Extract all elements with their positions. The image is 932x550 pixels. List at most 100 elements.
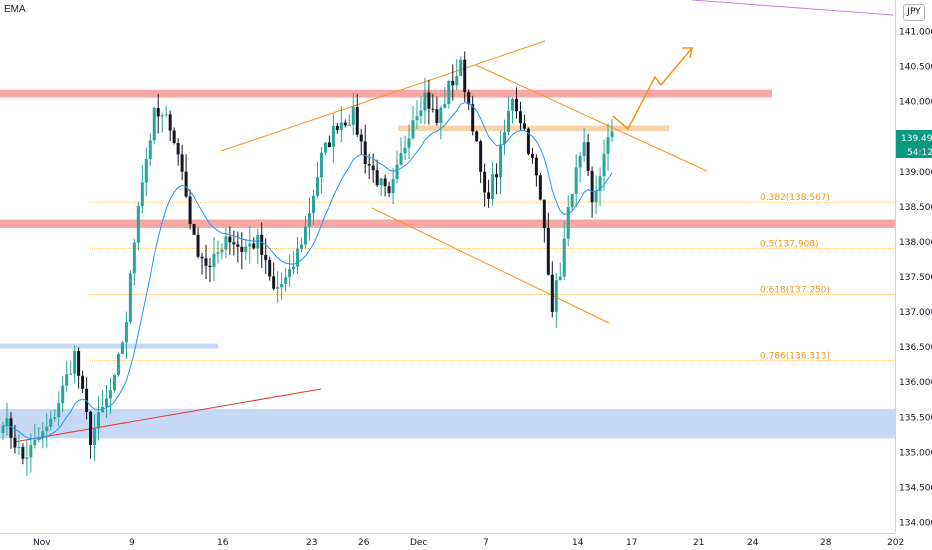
zone-support[interactable] bbox=[0, 343, 218, 349]
trendline-rising-red[interactable] bbox=[13, 388, 322, 443]
candle-body bbox=[17, 446, 21, 448]
ema-line bbox=[2, 102, 613, 440]
candle-body bbox=[252, 243, 256, 249]
price-badge-bg bbox=[896, 130, 932, 144]
candle-body bbox=[495, 174, 499, 178]
candle-body bbox=[415, 116, 419, 121]
candle-body bbox=[411, 120, 415, 139]
candle-body bbox=[355, 107, 359, 135]
candle-body bbox=[487, 192, 491, 199]
y-tick-label: 135.000 bbox=[899, 448, 932, 458]
candle-body bbox=[192, 223, 196, 235]
candle-body bbox=[236, 244, 240, 247]
candle-body bbox=[232, 242, 236, 245]
candle-body bbox=[491, 174, 495, 199]
candle-body bbox=[284, 277, 288, 284]
candle-body bbox=[272, 276, 276, 289]
candle-body bbox=[379, 178, 383, 186]
candle-body bbox=[228, 236, 232, 243]
candle-body bbox=[240, 246, 244, 252]
candle-body bbox=[395, 164, 399, 180]
candle-body bbox=[136, 205, 140, 243]
candle-body bbox=[61, 385, 65, 404]
candle-body bbox=[510, 98, 514, 111]
candle-body bbox=[264, 254, 268, 261]
x-tick-label: 24 bbox=[747, 538, 759, 548]
candle-body bbox=[503, 132, 507, 145]
candle-body bbox=[335, 125, 339, 131]
candle-body bbox=[116, 354, 120, 375]
trendline-purple[interactable] bbox=[691, 0, 894, 16]
indicator-label[interactable]: EMA bbox=[4, 4, 26, 15]
projection-arrow-head bbox=[682, 47, 693, 59]
candle-body bbox=[13, 437, 17, 448]
candle-body bbox=[77, 350, 81, 376]
candle-body bbox=[25, 457, 29, 459]
projection-arrow-path[interactable] bbox=[612, 47, 693, 131]
y-tick-label: 136.500 bbox=[899, 343, 932, 353]
candle-body bbox=[104, 398, 108, 407]
zones-layer bbox=[0, 89, 895, 439]
currency-badge[interactable]: JPY bbox=[903, 4, 925, 21]
trendlines bbox=[13, 0, 894, 443]
trendline-channel-upper[interactable] bbox=[220, 40, 546, 152]
candle-body bbox=[483, 171, 487, 193]
candle-body bbox=[132, 242, 136, 274]
candle-body bbox=[97, 412, 101, 429]
candle-body bbox=[459, 59, 463, 76]
candle-body bbox=[268, 260, 272, 277]
y-tick-label: 134.500 bbox=[899, 483, 932, 493]
candle-body bbox=[363, 141, 367, 165]
candle-body bbox=[5, 418, 9, 427]
candle-body bbox=[140, 182, 144, 206]
candle-body bbox=[578, 156, 582, 168]
candle-body bbox=[45, 426, 49, 432]
candle-body bbox=[463, 59, 467, 93]
zone-resistance[interactable] bbox=[0, 219, 895, 228]
y-axis-ticks[interactable]: 141.000140.500140.000139.500139.000138.5… bbox=[899, 28, 932, 529]
candle-body bbox=[331, 125, 335, 148]
candle-body bbox=[371, 165, 375, 171]
candle-body bbox=[479, 141, 483, 172]
zone-support[interactable] bbox=[0, 408, 895, 439]
y-tick-label: 137.000 bbox=[899, 308, 932, 318]
zone-pivot[interactable] bbox=[398, 125, 669, 132]
y-tick-label: 134.000 bbox=[899, 518, 932, 528]
candle-body bbox=[260, 234, 264, 255]
trendline-channel-lower[interactable] bbox=[371, 207, 610, 324]
candle-body bbox=[570, 193, 574, 208]
candle-body bbox=[323, 142, 327, 153]
candle-body bbox=[475, 131, 479, 142]
candle-body bbox=[423, 92, 427, 111]
x-tick-label: Dec bbox=[410, 538, 427, 548]
zone-resistance[interactable] bbox=[0, 89, 772, 98]
candle-body bbox=[542, 199, 546, 228]
candle-body bbox=[550, 274, 554, 312]
candle-body bbox=[558, 276, 562, 281]
candle-body bbox=[93, 428, 97, 445]
candle-body bbox=[522, 123, 526, 129]
x-tick-label: 16 bbox=[217, 538, 229, 548]
candle-body bbox=[148, 140, 152, 160]
fib-label: 0.618(137.250) bbox=[760, 286, 830, 296]
candle-body bbox=[455, 75, 459, 86]
candle-body bbox=[33, 439, 37, 445]
trendline-descending[interactable] bbox=[475, 64, 708, 172]
candle-body bbox=[319, 152, 323, 178]
candle-body bbox=[180, 154, 184, 172]
candle-body bbox=[276, 287, 280, 289]
candle-body bbox=[108, 390, 112, 399]
x-tick-label: 21 bbox=[693, 538, 704, 548]
candle-body bbox=[41, 431, 45, 439]
candle-body bbox=[518, 111, 522, 124]
candle-body bbox=[574, 167, 578, 194]
y-tick-label: 135.500 bbox=[899, 413, 932, 423]
candle-body bbox=[53, 417, 57, 419]
candle-body bbox=[439, 107, 443, 123]
candle-body bbox=[507, 110, 511, 133]
x-axis-ticks[interactable]: Nov 9 16 23 26 Dec 7 14 17 21 24 28 202 bbox=[33, 538, 904, 548]
candle-body bbox=[383, 178, 387, 187]
candle-body bbox=[57, 403, 61, 418]
